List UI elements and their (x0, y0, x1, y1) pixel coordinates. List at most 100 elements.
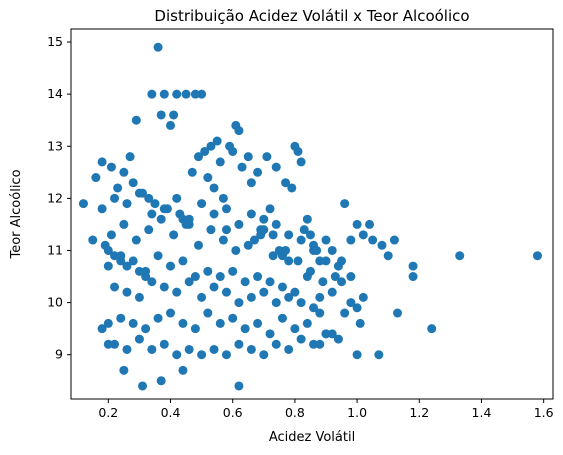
scatter-point (321, 235, 331, 245)
scatter-point (284, 344, 294, 354)
scatter-point (106, 162, 116, 172)
y-tick-label: 11 (47, 242, 63, 257)
scatter-point (181, 89, 191, 99)
scatter-point (277, 282, 287, 292)
scatter-point (215, 272, 225, 282)
scatter-point (305, 266, 315, 276)
x-tick-label: 0.4 (161, 405, 181, 420)
scatter-point (144, 225, 154, 235)
scatter-point (184, 344, 194, 354)
scatter-point (321, 329, 331, 339)
scatter-point (234, 381, 244, 391)
scatter-point (193, 240, 203, 250)
scatter-point (246, 209, 256, 219)
scatter-point (221, 204, 231, 214)
scatter-point (187, 167, 197, 177)
scatter-point (218, 193, 228, 203)
scatter-point (315, 308, 325, 318)
scatter-point (287, 183, 297, 193)
scatter-point (271, 298, 281, 308)
scatter-point (259, 225, 269, 235)
scatter-point (383, 251, 393, 261)
scatter-point (318, 277, 328, 287)
scatter-point (197, 89, 207, 99)
scatter-point (221, 350, 231, 360)
scatter-point (408, 272, 418, 282)
y-tick-label: 12 (47, 190, 63, 205)
scatter-point (159, 204, 169, 214)
scatter-point (277, 313, 287, 323)
scatter-point (253, 318, 263, 328)
scatter-point (243, 152, 253, 162)
scatter-point (296, 298, 306, 308)
scatter-point (103, 245, 113, 255)
scatter-point (206, 225, 216, 235)
scatter-point (355, 318, 365, 328)
scatter-point (427, 324, 437, 334)
scatter-point (119, 167, 129, 177)
scatter-point (190, 324, 200, 334)
scatter-point (197, 292, 207, 302)
scatter-point (144, 193, 154, 203)
scatter-point (333, 334, 343, 344)
scatter-point (166, 120, 176, 130)
scatter-point (134, 266, 144, 276)
scatter-point (203, 173, 213, 183)
scatter-point (184, 214, 194, 224)
scatter-point (169, 110, 179, 120)
scatter-point (265, 204, 275, 214)
scatter-point (203, 308, 213, 318)
scatter-point (134, 188, 144, 198)
scatter-point (281, 178, 291, 188)
scatter-point (234, 298, 244, 308)
scatter-point (200, 146, 210, 156)
scatter-point (231, 245, 241, 255)
scatter-point (150, 199, 160, 209)
scatter-point (156, 110, 166, 120)
scatter-point (340, 308, 350, 318)
scatter-point (346, 272, 356, 282)
scatter-point (138, 381, 148, 391)
scatter-point (184, 277, 194, 287)
scatter-point (134, 334, 144, 344)
scatter-point (221, 287, 231, 297)
scatter-point (147, 209, 157, 219)
scatter-point (97, 204, 107, 214)
scatter-point (221, 225, 231, 235)
scatter-point (352, 303, 362, 313)
scatter-point (352, 219, 362, 229)
scatter-point (159, 89, 169, 99)
chart-title: Distribuição Acidez Volátil x Teor Alcoó… (154, 7, 469, 25)
scatter-point (97, 157, 107, 167)
scatter-point (156, 376, 166, 386)
scatter-point (88, 235, 98, 245)
scatter-point (333, 261, 343, 271)
scatter-point (374, 350, 384, 360)
scatter-point (110, 339, 120, 349)
scatter-point (455, 251, 465, 261)
scatter-point (215, 318, 225, 328)
scatter-point (178, 365, 188, 375)
y-tick-label: 14 (47, 86, 63, 101)
scatter-point (153, 42, 163, 52)
y-tick-label: 13 (47, 138, 63, 153)
scatter-point (389, 235, 399, 245)
scatter-point (234, 126, 244, 136)
scatter-point (172, 193, 182, 203)
scatter-point (265, 277, 275, 287)
scatter-point (296, 157, 306, 167)
scatter-point (234, 219, 244, 229)
scatter-point (122, 199, 132, 209)
scatter-point (156, 214, 166, 224)
scatter-point (190, 272, 200, 282)
scatter-point (169, 230, 179, 240)
y-axis: 9 10 11 12 13 14 15 (47, 34, 71, 362)
scatter-point (113, 183, 123, 193)
scatter-point (271, 219, 281, 229)
scatter-point (243, 240, 253, 250)
scatter-point (128, 256, 138, 266)
scatter-point (172, 89, 182, 99)
scatter-point (253, 272, 263, 282)
scatter-point (315, 292, 325, 302)
scatter-point (240, 324, 250, 334)
